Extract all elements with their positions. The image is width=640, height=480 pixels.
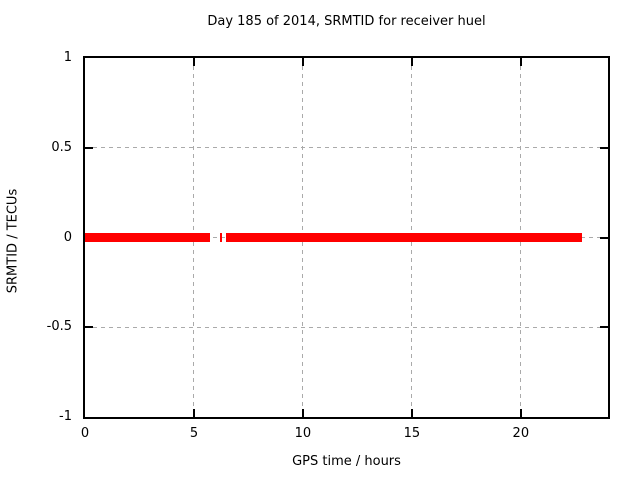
x-tick-label: 5 xyxy=(189,426,199,441)
x-tick-top xyxy=(301,58,304,66)
x-tick-label: 15 xyxy=(403,426,421,441)
x-tick-top xyxy=(519,58,522,66)
x-axis-label: GPS time / hours xyxy=(292,454,401,469)
y-tick-left xyxy=(85,326,93,329)
series-segment xyxy=(225,233,582,242)
x-tick-bottom xyxy=(519,409,522,417)
chart-title: Day 185 of 2014, SRMTID for receiver hue… xyxy=(207,14,486,29)
x-tick-label: 10 xyxy=(294,426,312,441)
x-tick-bottom xyxy=(410,409,413,417)
x-tick-top xyxy=(192,58,195,66)
y-tick-right xyxy=(600,236,608,239)
series-segment xyxy=(220,233,223,242)
y-tick-label: 1 xyxy=(63,50,72,65)
y-tick-label: 0 xyxy=(63,229,72,245)
x-tick-label: 0 xyxy=(80,426,90,441)
y-tick-label: -1 xyxy=(59,409,72,424)
y-axis-label-text: SRMTID / TECUs xyxy=(5,188,21,294)
series-segment xyxy=(85,233,211,242)
y-gridline xyxy=(85,326,608,328)
x-tick-label: 20 xyxy=(512,426,530,441)
y-tick-label: 0.5 xyxy=(51,139,72,155)
plot-area: 0 5 10 15 20 -1 -0.5 0 0.5 1 xyxy=(47,50,610,441)
y-tick-left xyxy=(85,146,93,149)
y-tick-right xyxy=(600,326,608,329)
y-tick-right xyxy=(600,146,608,149)
x-tick-bottom xyxy=(192,409,195,417)
x-tick-bottom xyxy=(301,409,304,417)
x-tick-top xyxy=(410,58,413,66)
y-gridline xyxy=(85,147,608,149)
y-tick-label: -0.5 xyxy=(46,319,72,335)
